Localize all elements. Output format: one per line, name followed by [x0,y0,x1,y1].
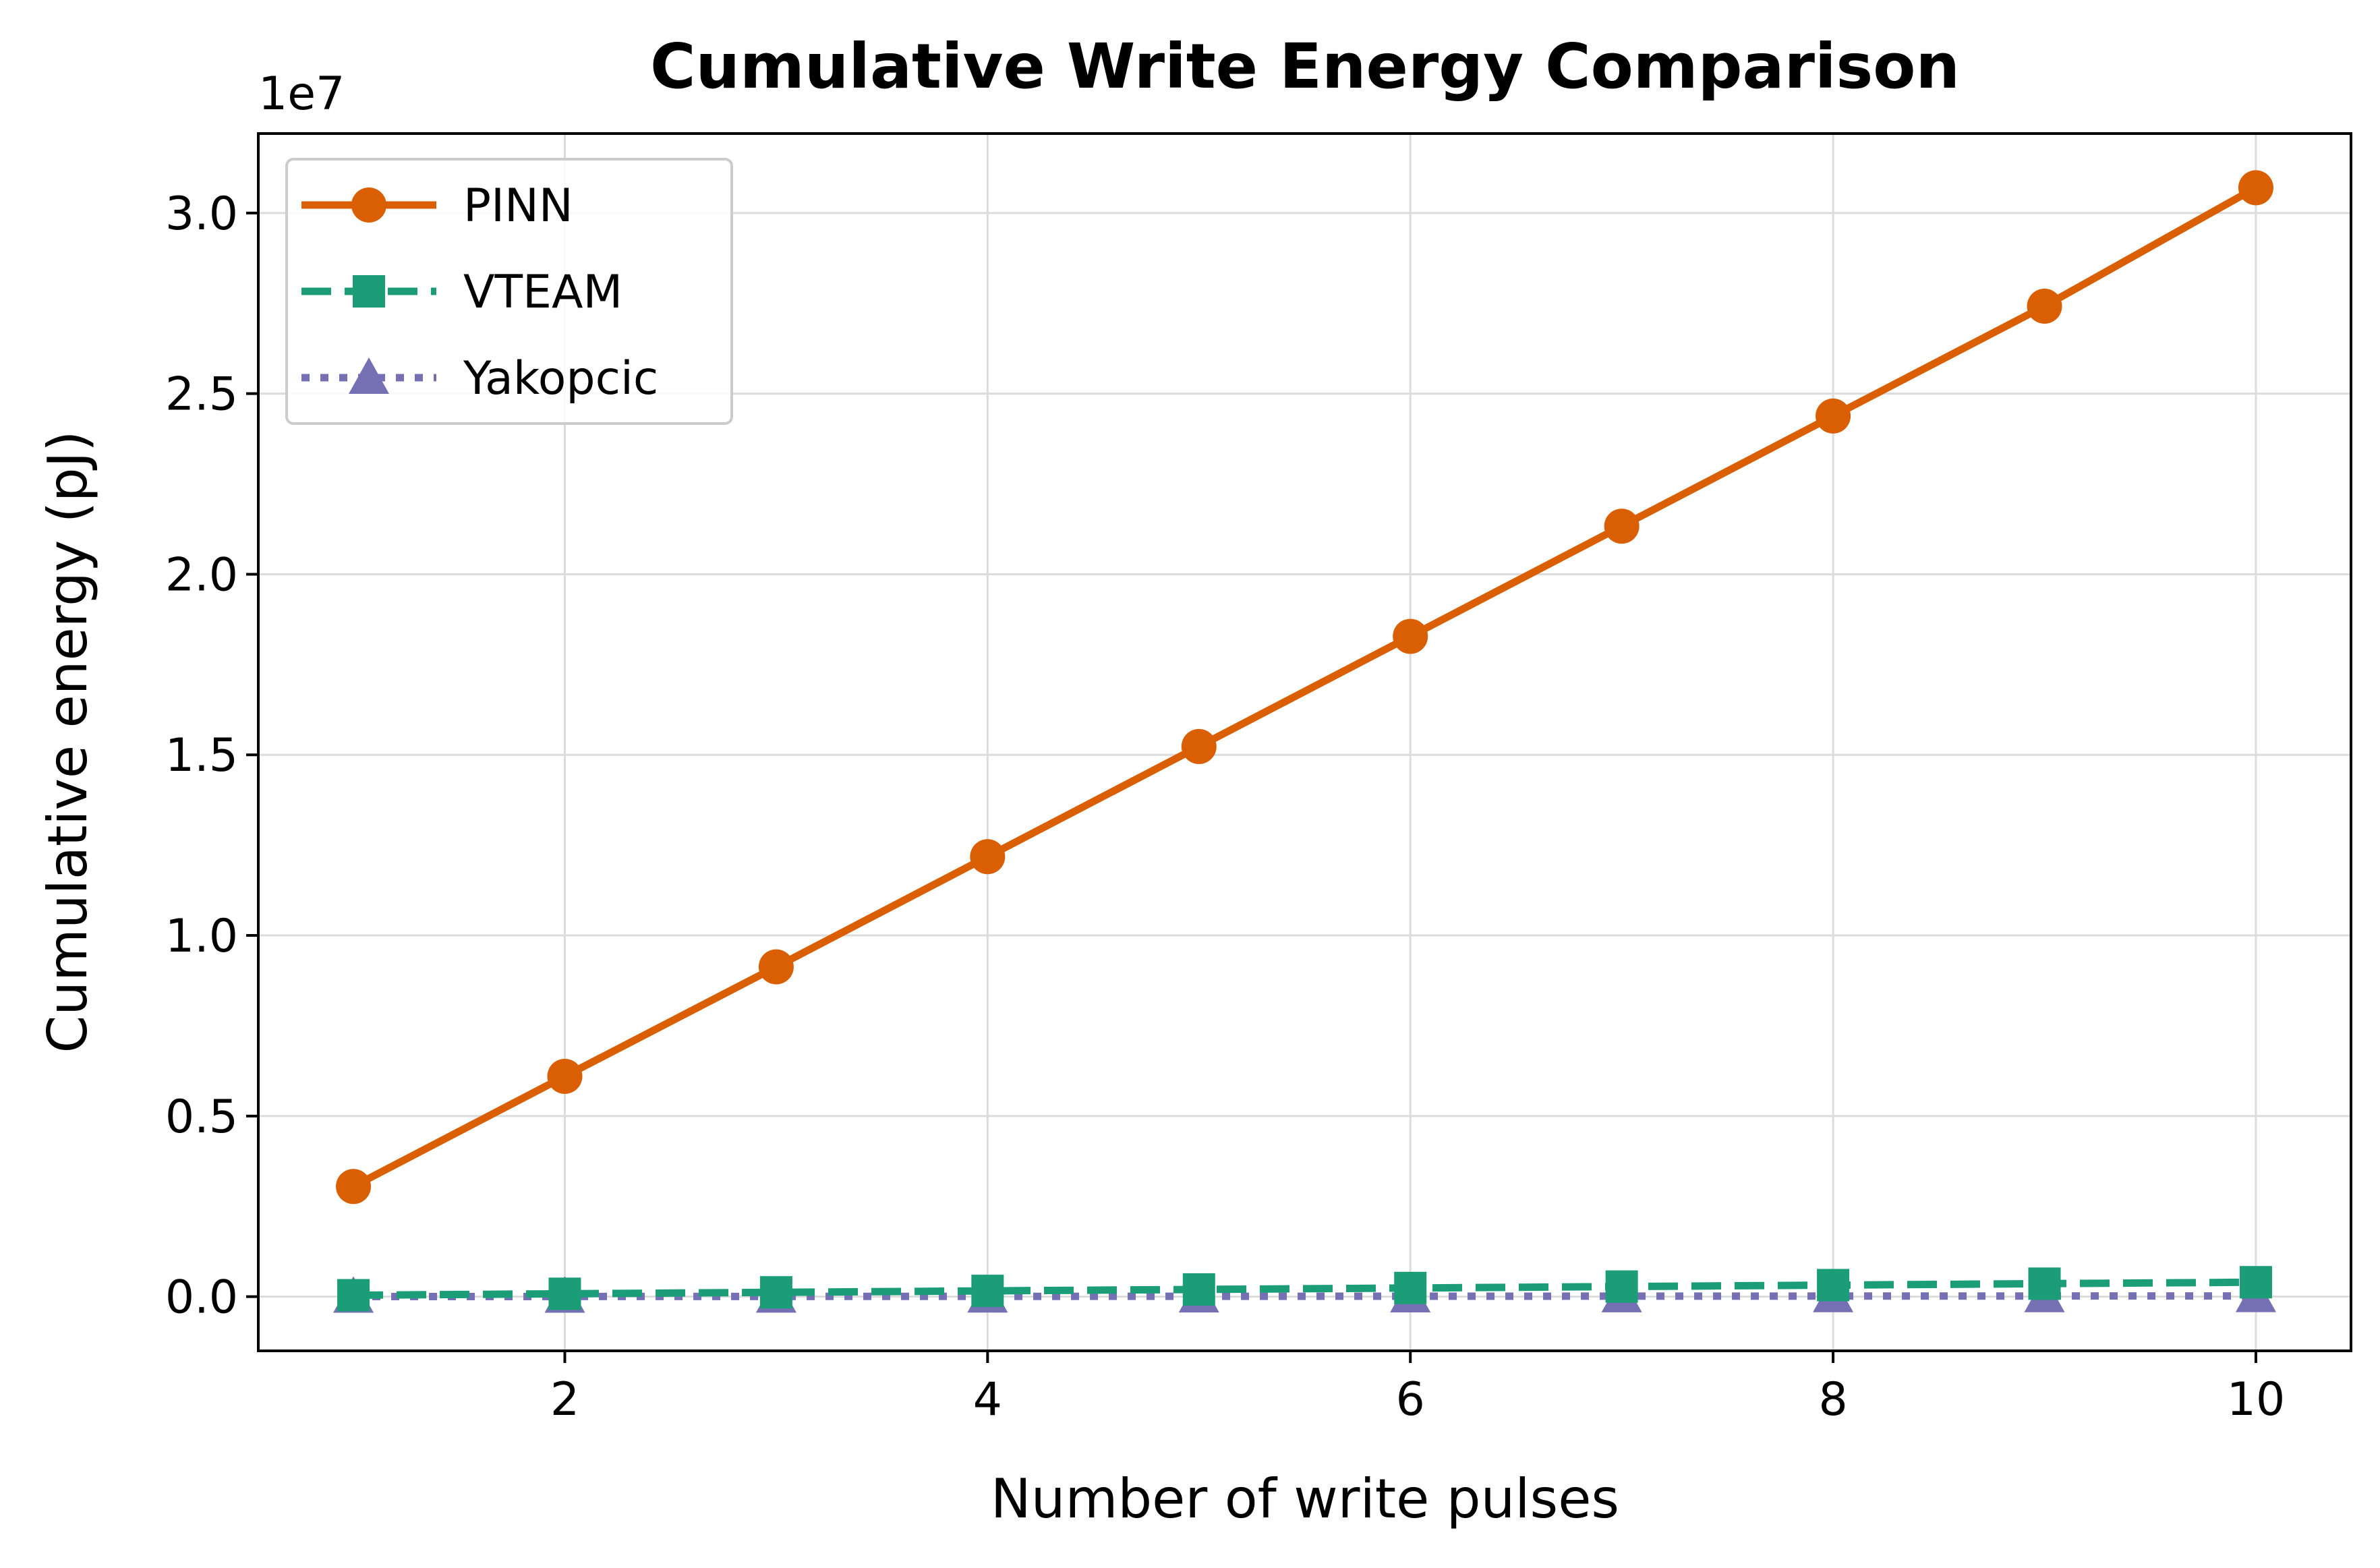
data-point [548,1277,581,1310]
y-tick-label: 3.0 [165,187,238,241]
legend-entry-pinn: PINN [301,179,573,233]
ticks: 2 4 6 8 10 0.0 0.5 1.0 1.5 2.0 2.5 3.0 [165,187,2285,1426]
y-offset-label: 1e7 [258,67,345,121]
x-axis-label: Number of write pulses [991,1468,1619,1530]
legend-swatch-marker [349,357,389,394]
data-point [1605,1270,1638,1303]
y-axis-label: Cumulative energy (pJ) [36,430,99,1053]
data-point [1816,398,1851,434]
data-point [336,1169,372,1204]
data-point [758,949,794,985]
legend-swatch-marker [351,187,386,223]
legend-entry-vteam: VTEAM [301,266,622,319]
legend-label: Yakopcic [463,352,658,405]
y-tick-label: 0.0 [165,1271,238,1325]
y-tick-label: 2.0 [165,548,238,602]
x-tick-label: 10 [2227,1373,2286,1426]
legend-label: PINN [463,179,573,233]
x-tick-label: 8 [1818,1373,1847,1426]
data-point [2239,1266,2272,1299]
y-tick-label: 2.5 [165,368,238,422]
y-tick-label: 0.5 [165,1091,238,1144]
legend-box [285,158,733,425]
legend-label: VTEAM [463,266,622,319]
series-pinn [336,170,2273,1204]
series-layer [333,170,2276,1313]
y-tick-label: 1.5 [165,729,238,782]
legend: PINN VTEAM Yakopcic [285,158,733,425]
data-point [2028,1267,2061,1300]
data-point [1393,618,1428,654]
data-point [1394,1271,1427,1304]
series-line [353,1292,2256,1301]
chart-title: Cumulative Write Energy Comparison [650,30,1960,103]
y-tick-label: 1.0 [165,910,238,963]
x-tick-label: 4 [973,1373,1002,1426]
legend-swatch-marker [353,275,385,308]
plot-frame [257,132,2352,1352]
grid-lines [258,134,2351,1351]
series-line [351,184,2258,1190]
data-point [1817,1269,1850,1302]
data-point [970,839,1006,875]
data-point [1182,1273,1215,1306]
x-tick-label: 2 [550,1373,579,1426]
data-point [759,1276,792,1309]
data-point [2027,289,2062,324]
series-vteam [337,1266,2272,1312]
data-point [2238,170,2273,206]
data-point [1181,728,1217,764]
data-point [337,1279,370,1312]
x-tick-label: 6 [1396,1373,1425,1426]
series-line [353,1278,2256,1300]
data-point [547,1058,583,1094]
data-point [1604,509,1639,544]
data-point [971,1275,1004,1308]
legend-entry-yakopcic: Yakopcic [301,352,658,405]
